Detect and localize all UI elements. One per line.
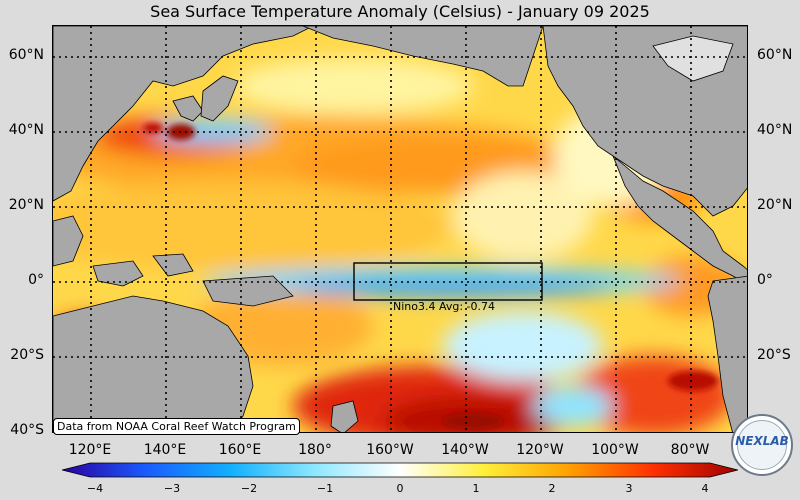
lat-label-left-20n: 20°N (8, 197, 44, 213)
lat-label-left-60n: 60°N (8, 47, 44, 63)
lat-label-left-40s: 40°S (10, 422, 44, 438)
lon-label-140w: 140°W (441, 442, 489, 458)
lat-label-left-0: 0° (28, 272, 44, 288)
sst-anomaly-map (52, 25, 748, 433)
data-credit: Data from NOAA Coral Reef Watch Program (53, 418, 300, 435)
lon-label-160w: 160°W (366, 442, 414, 458)
lat-label-right-0: 0° (757, 272, 773, 288)
colorbar-tick: −3 (163, 482, 181, 495)
land (53, 26, 747, 432)
colorbar-tick: 0 (396, 482, 404, 495)
colorbar-tick: 1 (472, 482, 480, 495)
colorbar-tick: 4 (701, 482, 709, 495)
logo-globe-icon (737, 420, 787, 470)
colorbar-tick: 3 (625, 482, 633, 495)
lat-label-left-20s: 20°S (10, 347, 44, 363)
lon-label-120w: 120°W (516, 442, 564, 458)
colorbar-tick: −1 (316, 482, 334, 495)
logo-text: NEXLAB (735, 434, 789, 448)
nino34-box (353, 262, 543, 301)
colorbar-tick: −2 (240, 482, 258, 495)
colorbar (61, 462, 739, 482)
colorbar-tick: −4 (86, 482, 104, 495)
map-canvas (53, 26, 747, 432)
nino34-average-label: Nino3.4 Avg: -0.74 (393, 300, 496, 313)
nexlab-logo[interactable]: NEXLAB (731, 414, 793, 476)
lon-label-160e: 160°E (218, 442, 262, 458)
lat-label-right-20n: 20°N (757, 197, 793, 213)
lon-label-140e: 140°E (143, 442, 187, 458)
lon-label-180: 180° (298, 442, 332, 458)
colorbar-tick: 2 (548, 482, 556, 495)
lon-label-120e: 120°E (68, 442, 112, 458)
lat-label-left-40n: 40°N (8, 122, 44, 138)
lat-label-right-20s: 20°S (757, 347, 791, 363)
lat-label-right-60n: 60°N (757, 47, 793, 63)
colorbar-svg (61, 462, 739, 478)
graticule (53, 26, 747, 432)
map-title: Sea Surface Temperature Anomaly (Celsius… (150, 2, 650, 21)
lon-label-100w: 100°W (591, 442, 639, 458)
colorbar-gradient (61, 462, 739, 478)
lat-label-right-40n: 40°N (757, 122, 793, 138)
lon-label-80w: 80°W (670, 442, 710, 458)
